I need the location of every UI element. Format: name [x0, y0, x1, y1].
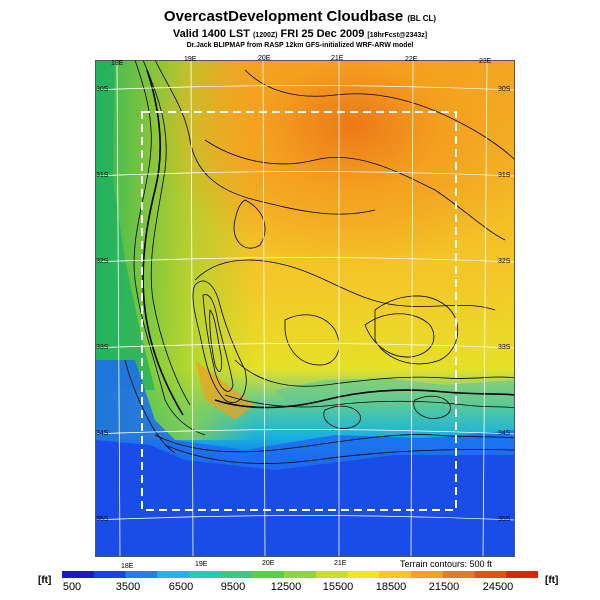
colorbar-segment [252, 571, 285, 578]
lat-label: 31S [498, 172, 511, 179]
lat-label: 30S [498, 86, 511, 93]
lat-label: 33S [96, 344, 109, 351]
colorbar-segment [506, 571, 538, 578]
colorbar-segment [157, 571, 190, 578]
colorbar-segment [347, 571, 380, 578]
map-title: OvercastDevelopment Cloudbase (BL CL) [163, 8, 437, 25]
colorbar-segment [62, 571, 95, 578]
lon-label: 20E [262, 560, 275, 567]
cloudbase-map [95, 60, 515, 557]
colorbar-segment [411, 571, 444, 578]
colorbar-unit-right: [ft] [545, 575, 559, 586]
valid-time-line: Valid 1400 LST (1200Z) FRI 25 Dec 2009 [… [172, 28, 428, 40]
colorbar-segment [220, 571, 253, 578]
colorbar-tick: 15500 [322, 581, 354, 593]
colorbar-tick: 24500 [482, 581, 514, 593]
colorbar-tick: 6500 [168, 581, 194, 593]
lon-label: 22E [405, 56, 418, 63]
lat-label: 33S [498, 344, 511, 351]
lat-label: 30S [96, 86, 109, 93]
lon-label: 21E [331, 55, 344, 62]
colorbar-segment [125, 571, 158, 578]
colorbar-tick: 12500 [270, 581, 302, 593]
colorbar-tick: 3500 [115, 581, 141, 593]
terrain-contour-note: Terrain contours: 500 ft [400, 559, 493, 569]
colorbar-segment [442, 571, 476, 578]
lon-label: 20E [258, 55, 271, 62]
lat-label: 34S [96, 430, 109, 437]
colorbar-segment [188, 571, 222, 578]
colorbar-segment [315, 571, 349, 578]
model-credit: Dr.Jack BLIPMAP from RASP 12km GFS-initi… [186, 42, 414, 49]
colorbar-tick: 21500 [428, 581, 460, 593]
colorbar-segment [379, 571, 412, 578]
lat-label: 32S [96, 258, 109, 265]
lat-label: 31S [96, 172, 109, 179]
lon-label: 18E [111, 60, 124, 67]
lon-label: 19E [195, 561, 208, 568]
colorbar-segment [474, 571, 507, 578]
lat-label: 34S [498, 430, 511, 437]
colorbar-tick: 9500 [220, 581, 246, 593]
colorbar [62, 571, 538, 578]
lat-label: 35S [498, 516, 511, 523]
lon-label: 19E [184, 56, 197, 63]
colorbar-segment [93, 571, 126, 578]
lon-label: 23E [479, 58, 492, 65]
colorbar-tick: 500 [62, 581, 82, 593]
inner-domain-box [141, 111, 457, 511]
colorbar-tick: 18500 [375, 581, 407, 593]
lon-label: 21E [334, 560, 347, 567]
lat-label: 32S [498, 258, 511, 265]
lat-label: 35S [96, 516, 109, 523]
lon-label: 18E [121, 563, 134, 570]
colorbar-segment [284, 571, 317, 578]
colorbar-unit-left: [ft] [38, 575, 52, 586]
